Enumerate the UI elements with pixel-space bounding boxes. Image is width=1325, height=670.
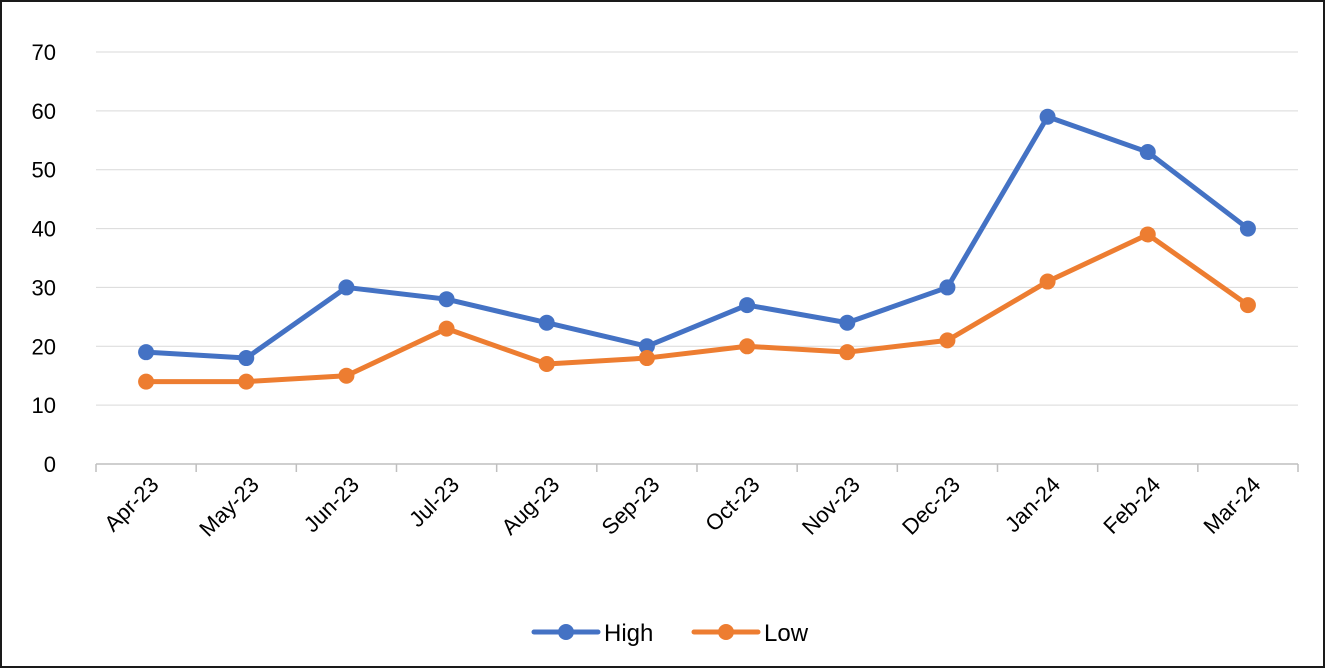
- legend-marker-low: [718, 624, 734, 640]
- y-tick-label: 40: [32, 217, 56, 242]
- data-point-low: [939, 332, 956, 349]
- data-point-high: [939, 279, 956, 296]
- x-tick-label: Mar-24: [1198, 472, 1265, 539]
- y-tick-label: 60: [32, 99, 56, 124]
- legend-label-low: Low: [764, 620, 809, 647]
- x-tick-label: Jan-24: [1000, 472, 1065, 537]
- data-point-low: [338, 367, 355, 384]
- data-point-high: [1239, 220, 1256, 237]
- y-tick-label: 20: [32, 334, 56, 359]
- data-point-low: [1139, 226, 1156, 243]
- data-point-high: [238, 350, 255, 367]
- y-tick-label: 70: [32, 40, 56, 65]
- y-tick-label: 30: [32, 275, 56, 300]
- data-point-low: [839, 344, 856, 361]
- y-tick-label: 10: [32, 393, 56, 418]
- data-point-high: [1139, 144, 1156, 161]
- data-point-low: [739, 338, 756, 355]
- data-point-high: [538, 314, 555, 331]
- data-point-high: [438, 291, 455, 308]
- data-point-low: [438, 320, 455, 337]
- series-line-low: [143, 231, 1251, 385]
- y-tick-label: 0: [44, 452, 56, 477]
- legend-marker-high: [558, 624, 574, 640]
- y-tick-label: 50: [32, 158, 56, 183]
- data-point-high: [739, 297, 756, 314]
- x-tick-label: Apr-23: [99, 472, 163, 536]
- data-point-high: [839, 314, 856, 331]
- data-point-low: [538, 355, 555, 372]
- data-point-high: [638, 338, 655, 355]
- x-tick-label: Nov-23: [797, 472, 865, 540]
- data-point-high: [338, 279, 355, 296]
- x-tick-label: Jul-23: [404, 472, 464, 532]
- x-tick-label: Dec-23: [897, 472, 965, 540]
- x-tick-label: May-23: [194, 472, 264, 542]
- x-tick-label: Sep-23: [597, 472, 665, 540]
- data-point-low: [1239, 297, 1256, 314]
- data-point-low: [238, 373, 255, 390]
- data-point-low: [138, 373, 155, 390]
- series-line-high: [143, 114, 1251, 361]
- x-tick-label: Oct-23: [700, 472, 764, 536]
- data-point-high: [138, 344, 155, 361]
- data-point-low: [1039, 273, 1056, 290]
- legend-label-high: High: [604, 620, 653, 647]
- data-point-high: [1039, 108, 1056, 125]
- x-tick-label: Aug-23: [496, 472, 564, 540]
- x-tick-label: Feb-24: [1098, 472, 1165, 539]
- data-point-low: [638, 350, 655, 367]
- x-tick-label: Jun-23: [299, 472, 364, 537]
